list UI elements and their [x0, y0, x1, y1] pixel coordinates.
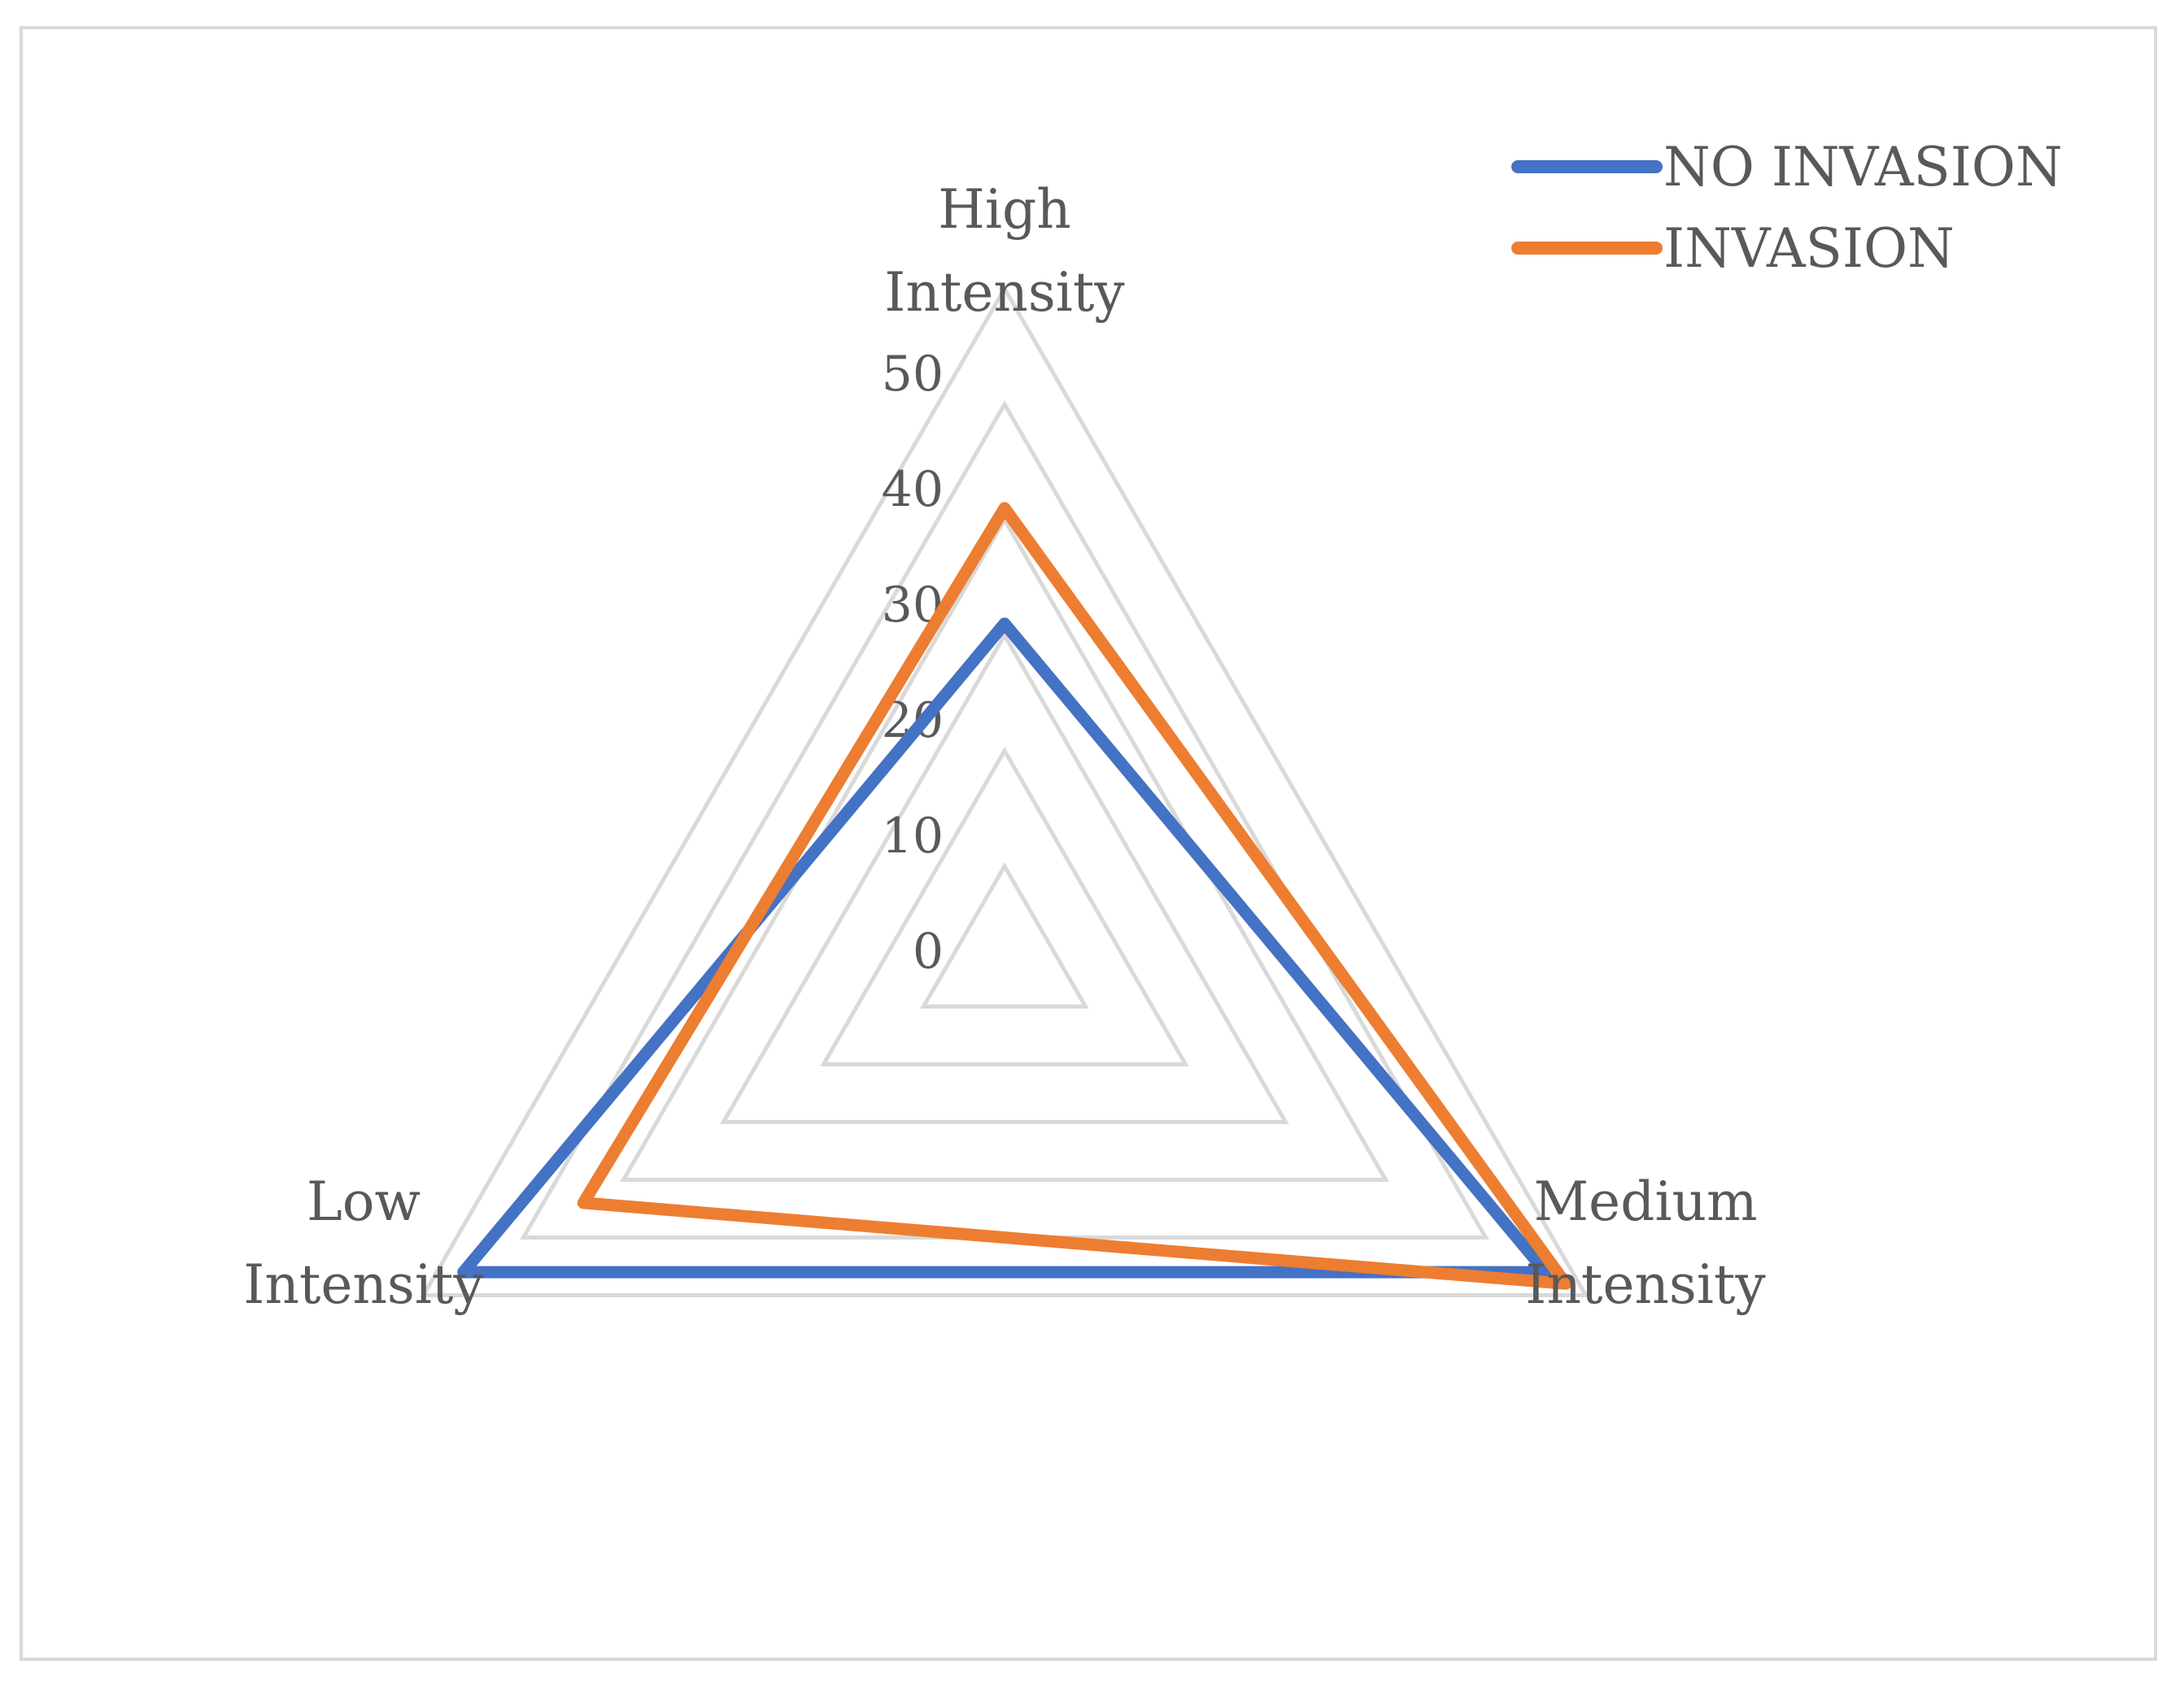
axis-label-low-intensity: Low Intensity	[243, 1170, 484, 1316]
radar-grid	[420, 284, 1589, 1297]
chart-frame	[20, 26, 2157, 1661]
axis-label-high-line1: High	[938, 178, 1070, 241]
grid-ring-0	[920, 861, 1089, 1009]
axis-label-high-line2: Intensity	[884, 261, 1125, 324]
axis-label-low-line2: Intensity	[243, 1253, 484, 1316]
axis-label-high-intensity: High Intensity	[884, 178, 1125, 324]
grid-ring-20	[720, 631, 1289, 1124]
tick-label-40: 40	[882, 461, 944, 518]
legend: NO INVASION INVASION	[1511, 136, 2063, 280]
axis-label-medium-intensity: Medium Intensity	[1525, 1170, 1766, 1316]
radar-series	[457, 502, 1572, 1290]
legend-label-invasion: INVASION	[1663, 217, 1955, 280]
axis-label-low-line1: Low	[307, 1170, 421, 1233]
tick-label-0: 0	[913, 923, 944, 980]
tick-label-50: 50	[882, 346, 944, 403]
axis-label-medium-line1: Medium	[1533, 1170, 1757, 1233]
series-invasion	[577, 502, 1572, 1290]
grid-ring-40	[520, 400, 1489, 1240]
axis-label-medium-line2: Intensity	[1525, 1253, 1766, 1316]
legend-label-no-invasion: NO INVASION	[1663, 136, 2063, 198]
grid-ring-50	[420, 284, 1589, 1297]
tick-label-10: 10	[882, 808, 944, 865]
grid-ring-10	[820, 746, 1189, 1066]
